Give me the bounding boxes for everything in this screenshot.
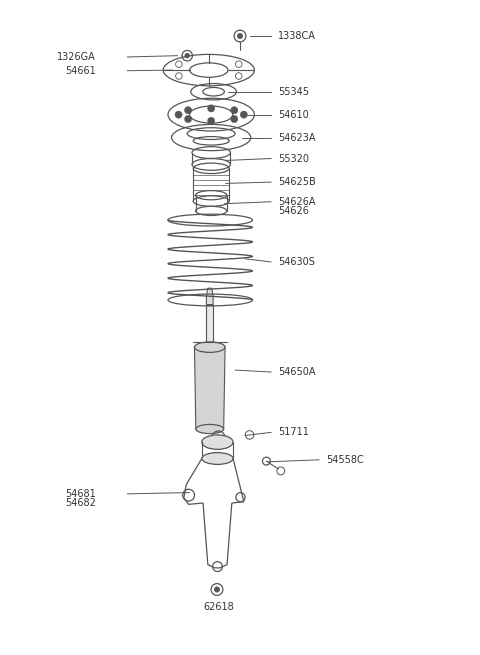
Ellipse shape bbox=[202, 435, 233, 449]
Text: 54630S: 54630S bbox=[278, 257, 315, 267]
Ellipse shape bbox=[175, 111, 182, 118]
Text: 54681: 54681 bbox=[65, 489, 96, 499]
Ellipse shape bbox=[207, 105, 215, 112]
Text: 54623A: 54623A bbox=[278, 132, 316, 143]
Text: 54682: 54682 bbox=[65, 498, 96, 508]
Text: 54625B: 54625B bbox=[278, 177, 316, 187]
Ellipse shape bbox=[202, 453, 233, 464]
Ellipse shape bbox=[207, 117, 215, 124]
Ellipse shape bbox=[215, 587, 219, 592]
Ellipse shape bbox=[238, 33, 242, 39]
Ellipse shape bbox=[185, 53, 190, 58]
Text: 51711: 51711 bbox=[278, 427, 309, 438]
Text: 1326GA: 1326GA bbox=[57, 52, 96, 62]
Ellipse shape bbox=[231, 107, 238, 114]
Polygon shape bbox=[206, 288, 213, 305]
Ellipse shape bbox=[196, 424, 224, 434]
Text: 62618: 62618 bbox=[203, 602, 234, 612]
Polygon shape bbox=[206, 305, 213, 347]
Text: 55345: 55345 bbox=[278, 86, 310, 97]
Polygon shape bbox=[194, 347, 225, 429]
Text: 1338CA: 1338CA bbox=[278, 31, 316, 41]
Text: 54626: 54626 bbox=[278, 206, 309, 216]
Text: 54650A: 54650A bbox=[278, 367, 316, 377]
Ellipse shape bbox=[184, 107, 192, 114]
Text: 54661: 54661 bbox=[65, 66, 96, 76]
Text: 54610: 54610 bbox=[278, 109, 309, 120]
Ellipse shape bbox=[240, 111, 248, 118]
Ellipse shape bbox=[231, 115, 238, 122]
Text: 54558C: 54558C bbox=[326, 455, 364, 465]
Text: 54626A: 54626A bbox=[278, 196, 316, 207]
Ellipse shape bbox=[184, 115, 192, 122]
Ellipse shape bbox=[194, 342, 225, 352]
Text: 55320: 55320 bbox=[278, 153, 310, 164]
